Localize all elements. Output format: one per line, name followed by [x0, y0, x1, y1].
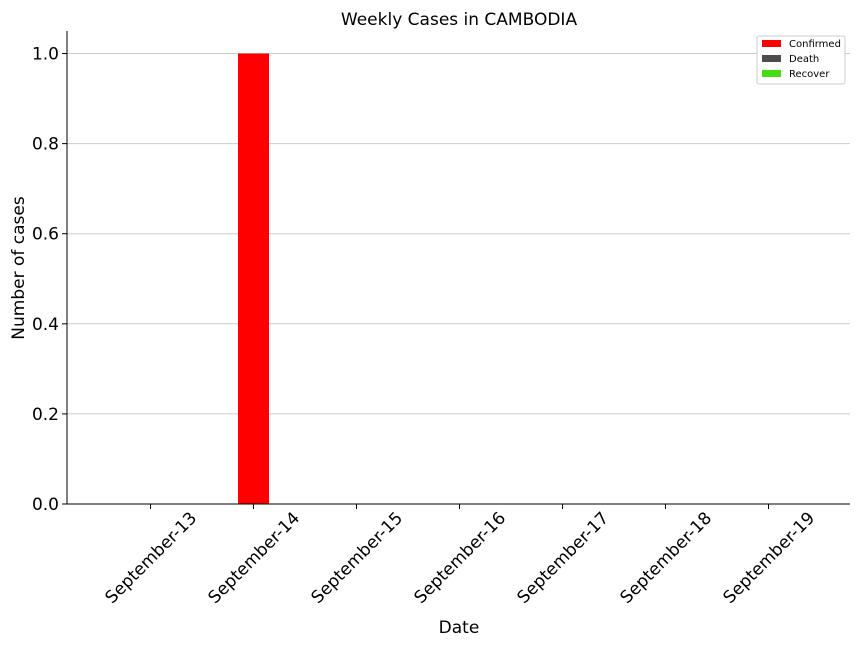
legend-label: Recover: [789, 69, 830, 80]
legend-swatch: [762, 70, 781, 77]
legend-label: Confirmed: [789, 39, 841, 50]
legend-swatch: [762, 40, 781, 47]
x-tick-label: September-16: [411, 508, 510, 607]
y-ticks: 0.0 0.2 0.4 0.6 0.8 1.0: [32, 45, 67, 515]
legend-label: Death: [789, 54, 819, 65]
bars-group: [238, 53, 269, 505]
y-axis-label: Number of cases: [9, 196, 29, 340]
x-tick-label: September-17: [514, 508, 613, 607]
bar-confirmed: [238, 53, 269, 505]
legend: Confirmed Death Recover: [756, 35, 846, 85]
y-tick-label: 0.6: [32, 225, 59, 245]
gridlines: [67, 53, 850, 415]
chart-title: Weekly Cases in CAMBODIA: [341, 10, 578, 30]
y-tick-label: 0.0: [32, 495, 59, 515]
x-ticks: September-13 September-14 September-15 Sept…: [102, 504, 819, 608]
y-tick-label: 0.8: [32, 135, 59, 155]
x-tick-label: September-13: [102, 508, 201, 607]
x-tick-label: September-15: [308, 508, 407, 607]
x-tick-label: September-18: [617, 508, 716, 607]
x-tick-label: September-14: [205, 508, 304, 607]
y-tick-label: 0.2: [32, 405, 59, 425]
y-tick-label: 0.4: [32, 315, 59, 335]
x-tick-label: September-19: [720, 508, 819, 607]
legend-swatch: [762, 55, 781, 62]
y-tick-label: 1.0: [32, 45, 59, 65]
x-axis-label: Date: [439, 618, 480, 638]
